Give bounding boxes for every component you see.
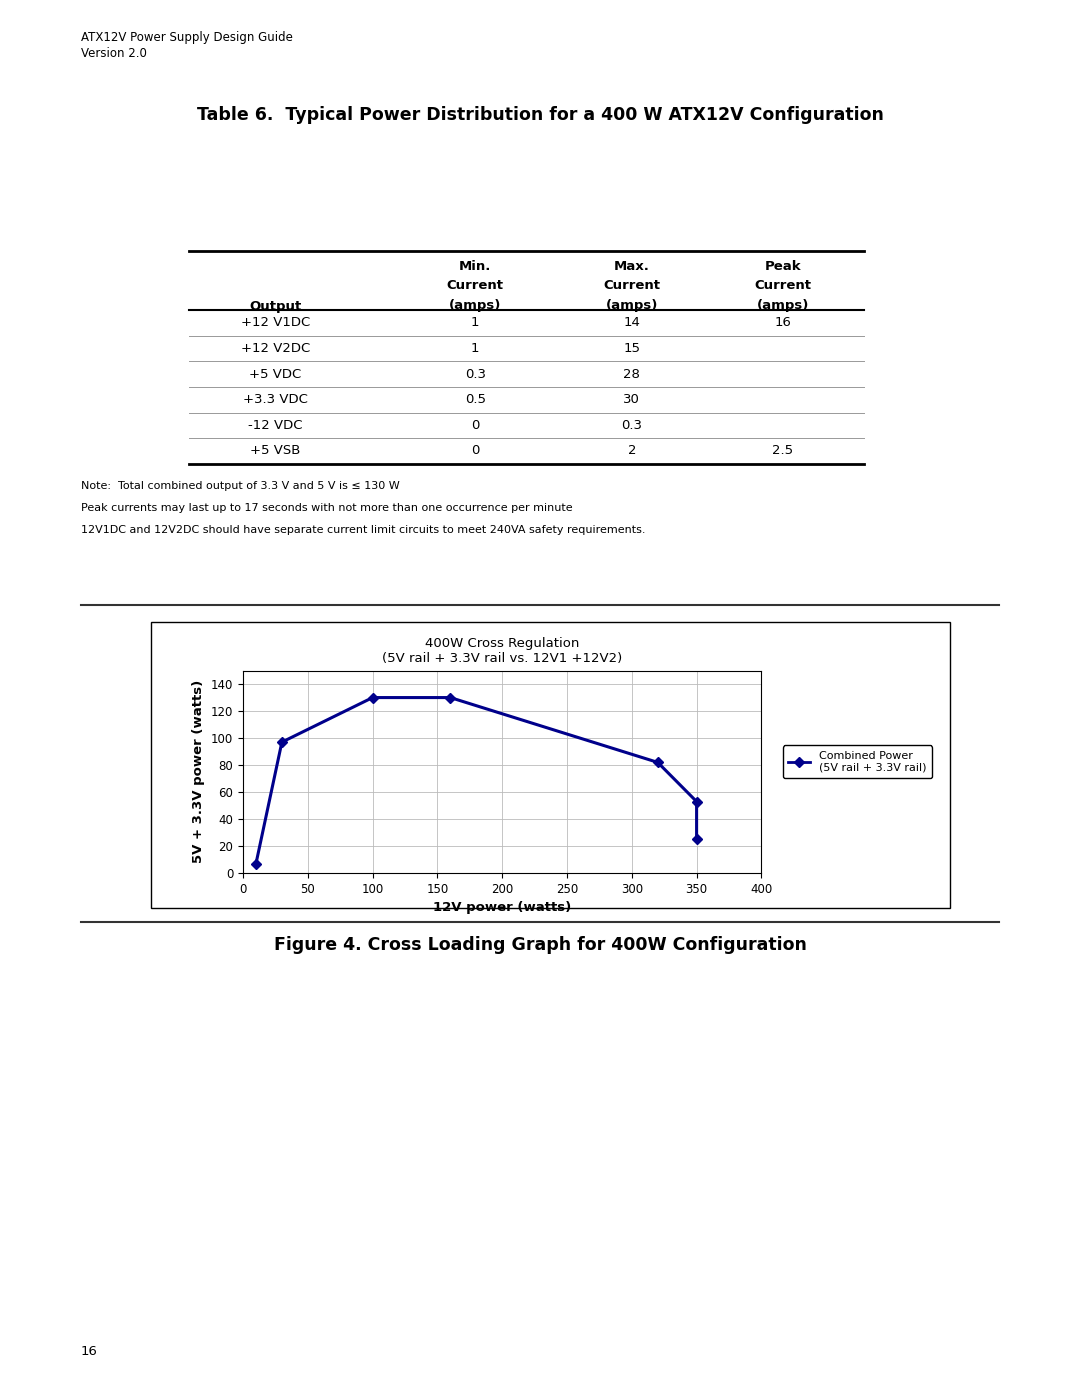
Text: 15: 15 — [623, 342, 640, 355]
Title: 400W Cross Regulation
(5V rail + 3.3V rail vs. 12V1 +12V2): 400W Cross Regulation (5V rail + 3.3V ra… — [382, 637, 622, 665]
Y-axis label: 5V + 3.3V power (watts): 5V + 3.3V power (watts) — [192, 680, 205, 863]
Text: 0: 0 — [471, 444, 480, 457]
Text: Current: Current — [755, 279, 811, 292]
Text: Version 2.0: Version 2.0 — [81, 47, 147, 60]
Text: Current: Current — [447, 279, 503, 292]
Text: +12 V1DC: +12 V1DC — [241, 317, 310, 330]
Text: Table 6.  Typical Power Distribution for a 400 W ATX12V Configuration: Table 6. Typical Power Distribution for … — [197, 106, 883, 124]
Text: 16: 16 — [774, 317, 792, 330]
Text: Note:  Total combined output of 3.3 V and 5 V is ≤ 130 W: Note: Total combined output of 3.3 V and… — [81, 481, 400, 490]
Text: +5 VSB: +5 VSB — [251, 444, 300, 457]
Text: ATX12V Power Supply Design Guide: ATX12V Power Supply Design Guide — [81, 31, 293, 43]
Text: 1: 1 — [471, 317, 480, 330]
Text: 0.3: 0.3 — [464, 367, 486, 380]
Text: +5 VDC: +5 VDC — [249, 367, 301, 380]
Legend: Combined Power
(5V rail + 3.3V rail): Combined Power (5V rail + 3.3V rail) — [783, 746, 932, 778]
Text: (amps): (amps) — [606, 299, 658, 312]
Text: Output: Output — [249, 300, 301, 313]
Text: Current: Current — [604, 279, 660, 292]
Text: +12 V2DC: +12 V2DC — [241, 342, 310, 355]
Text: 0: 0 — [471, 419, 480, 432]
Text: 16: 16 — [81, 1345, 98, 1358]
Text: Max.: Max. — [613, 260, 650, 272]
Text: Figure 4. Cross Loading Graph for 400W Configuration: Figure 4. Cross Loading Graph for 400W C… — [273, 936, 807, 954]
Text: Peak currents may last up to 17 seconds with not more than one occurrence per mi: Peak currents may last up to 17 seconds … — [81, 503, 572, 513]
Text: -12 VDC: -12 VDC — [248, 419, 302, 432]
Text: 14: 14 — [623, 317, 640, 330]
Text: 30: 30 — [623, 394, 640, 407]
Text: 0.5: 0.5 — [464, 394, 486, 407]
Text: (amps): (amps) — [757, 299, 809, 312]
Text: 1: 1 — [471, 342, 480, 355]
Text: 2: 2 — [627, 444, 636, 457]
Text: +3.3 VDC: +3.3 VDC — [243, 394, 308, 407]
Text: Min.: Min. — [459, 260, 491, 272]
Text: 28: 28 — [623, 367, 640, 380]
Text: 12V1DC and 12V2DC should have separate current limit circuits to meet 240VA safe: 12V1DC and 12V2DC should have separate c… — [81, 525, 646, 535]
X-axis label: 12V power (watts): 12V power (watts) — [433, 901, 571, 915]
Text: 0.3: 0.3 — [621, 419, 643, 432]
Text: (amps): (amps) — [449, 299, 501, 312]
Text: 2.5: 2.5 — [772, 444, 794, 457]
Text: Peak: Peak — [765, 260, 801, 272]
